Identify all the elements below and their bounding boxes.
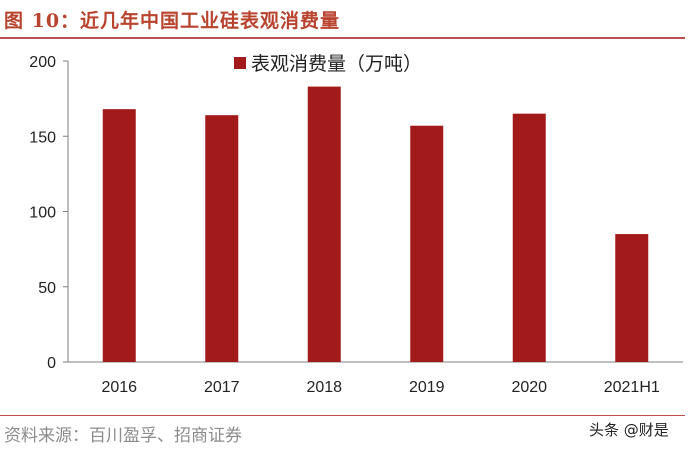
y-tick-label: 50 (38, 280, 56, 297)
source-divider (0, 415, 685, 416)
y-tick-label: 150 (29, 129, 56, 146)
x-tick-label: 2017 (204, 379, 240, 396)
figure-title: 图 10：近几年中国工业硅表观消费量 (4, 10, 341, 32)
bar-chart: 表观消费量（万吨） 0 50 100 150 200 2016 2017 2018 2019 20… (29, 53, 683, 396)
bar-2017 (205, 115, 239, 363)
bar-2016 (102, 109, 136, 362)
bar-2020 (512, 113, 546, 362)
x-tick-label: 2021H1 (604, 379, 660, 396)
y-tick-label: 0 (47, 355, 56, 372)
legend-label: 表观消费量（万吨） (251, 53, 422, 75)
x-tick-label: 2020 (511, 379, 547, 396)
x-tick-label: 2019 (409, 379, 445, 396)
bar-2021H1 (615, 234, 649, 362)
y-tick-label: 100 (29, 205, 56, 222)
bar-2019 (410, 125, 444, 362)
title-divider (0, 37, 685, 39)
bar-2018 (307, 86, 341, 363)
watermark: 头条 @财是 (586, 418, 672, 441)
x-tick-label: 2018 (306, 379, 342, 396)
x-tick-label: 2016 (101, 379, 137, 396)
chart-legend: 表观消费量（万吨） (234, 53, 422, 75)
y-tick-label: 200 (29, 54, 56, 71)
legend-swatch (234, 57, 246, 69)
source-note: 资料来源：百川盈孚、招商证券 (4, 426, 242, 446)
